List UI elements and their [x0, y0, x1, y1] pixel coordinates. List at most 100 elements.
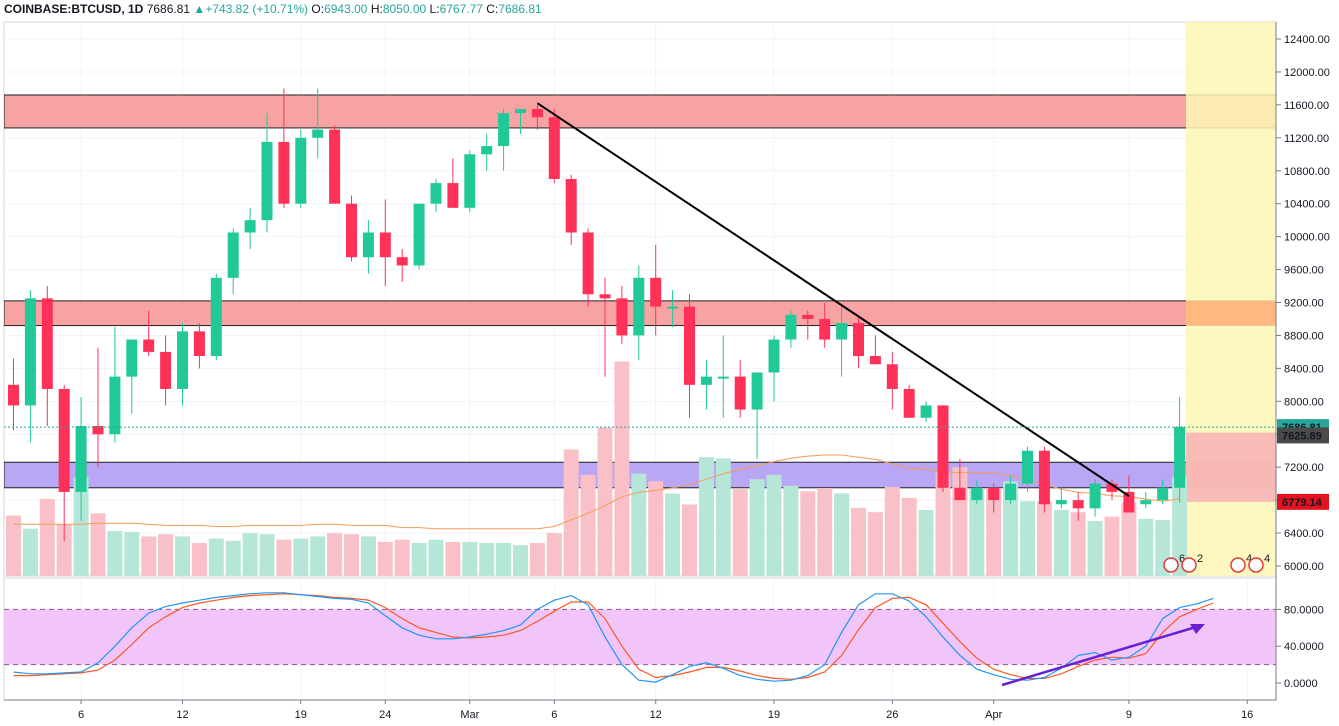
- ref-price-tag: 7625.89: [1282, 430, 1322, 442]
- close-value: 7686.81: [498, 2, 542, 16]
- candle-body: [802, 314, 814, 319]
- candle-body: [836, 323, 848, 340]
- axes-layer: 12400.00 12000.00 11600.00 11200.00 10800.00…: [4, 22, 1330, 721]
- candle-body: [160, 351, 172, 389]
- volume-bar: [614, 361, 630, 576]
- volume-bar: [107, 530, 123, 576]
- volume-bar: [563, 449, 579, 576]
- candle-body: [346, 203, 357, 258]
- volume-bar: [580, 474, 596, 576]
- volume-bar: [208, 538, 224, 576]
- candle-body: [396, 257, 408, 266]
- high-label: H:: [370, 2, 383, 16]
- close-label: C:: [486, 2, 499, 16]
- volume-bar: [158, 534, 174, 576]
- volume-bar: [682, 504, 697, 576]
- candle-body: [531, 108, 543, 118]
- event-badge-count: 4: [1264, 553, 1270, 565]
- ref-price-tag-bg: [1277, 427, 1329, 444]
- volume-bar: [834, 493, 850, 576]
- volume-bar: [732, 489, 748, 576]
- stoch-d-line: [13, 593, 1214, 680]
- volume-bar: [867, 512, 883, 576]
- candle-body: [633, 277, 645, 336]
- candle-body: [1038, 450, 1050, 505]
- volume-bar: [310, 536, 326, 576]
- open-value: 6943.00: [324, 2, 368, 16]
- candle-body: [954, 487, 966, 501]
- candle-body: [379, 232, 391, 258]
- price-tick-label: 8800.00: [1284, 330, 1324, 342]
- volume-bar: [1053, 510, 1069, 576]
- volume-bar: [648, 481, 664, 576]
- price-tick-label: 6000.00: [1284, 561, 1324, 573]
- chart-header: COINBASE:BTCUSD, 1D 7686.81 ▲+743.82 (+1…: [4, 2, 542, 16]
- candle-body: [498, 113, 510, 147]
- volume-bar: [259, 534, 275, 576]
- volume-bar: [766, 474, 782, 576]
- candle-body: [1157, 487, 1169, 501]
- volume-bar: [529, 543, 545, 576]
- candle-body: [599, 294, 611, 299]
- candle-body: [1022, 450, 1033, 484]
- volume-bar: [445, 541, 461, 576]
- volume-bar: [394, 539, 410, 576]
- candle-body: [481, 146, 493, 155]
- candle-body: [278, 141, 290, 204]
- price-tick-label: 11600.00: [1284, 100, 1329, 112]
- stoch-k-line: [13, 592, 1214, 683]
- stoch-tick-label: 0.0000: [1284, 678, 1318, 690]
- candle-body: [886, 364, 898, 389]
- volume-bar: [175, 536, 190, 576]
- candle-body: [667, 306, 679, 309]
- volume-bar: [141, 536, 157, 576]
- candle-body: [227, 232, 239, 278]
- low-label: L:: [429, 2, 440, 16]
- volume-bar: [546, 533, 562, 576]
- volume-bar: [6, 515, 21, 576]
- event-badge-icon: [1248, 557, 1264, 573]
- candle-body: [1055, 500, 1067, 505]
- volume-bar: [242, 533, 258, 576]
- candle-body: [143, 339, 155, 352]
- volume-bar: [39, 499, 55, 576]
- divergence-arrow-head: [1190, 624, 1205, 634]
- candle-body: [413, 203, 425, 266]
- candle-body: [548, 117, 560, 179]
- volume-bar: [496, 543, 512, 576]
- price-change: +743.82 (+10.71%): [205, 2, 309, 16]
- candle-body: [329, 129, 341, 204]
- trendline: [536, 102, 1130, 497]
- time-tick-label: 19: [295, 709, 307, 721]
- candle-body: [819, 318, 831, 340]
- time-tick-label: 9: [1126, 709, 1132, 721]
- up-arrow-icon: ▲: [193, 2, 206, 16]
- volume-bar: [479, 543, 495, 576]
- volume-bar: [327, 533, 343, 576]
- candle-body: [565, 178, 577, 233]
- volume-bar: [1104, 516, 1120, 576]
- volume-bar: [293, 538, 309, 576]
- time-tick-label: 26: [886, 709, 898, 721]
- price-tick-label: 9200.00: [1284, 298, 1324, 310]
- price-tick-label: 8000.00: [1284, 396, 1324, 408]
- candle-body: [295, 137, 307, 204]
- candle-body: [8, 384, 19, 406]
- event-badge-count: 2: [1197, 553, 1203, 565]
- lines-layer: [4, 102, 1276, 497]
- volume-bar: [715, 458, 731, 576]
- candle-body: [1140, 500, 1152, 505]
- candle-body: [109, 376, 121, 435]
- candle-body: [1072, 500, 1084, 509]
- candle-body: [616, 298, 628, 336]
- volume-bar: [631, 473, 647, 576]
- volume-bar: [428, 539, 444, 576]
- volume-bar: [360, 536, 376, 576]
- volume-bar: [377, 541, 393, 576]
- volume-bar: [22, 528, 38, 576]
- volume-bar: [749, 479, 765, 576]
- stoch-layer: [4, 592, 1276, 687]
- price-tick-label: 10400.00: [1284, 199, 1330, 211]
